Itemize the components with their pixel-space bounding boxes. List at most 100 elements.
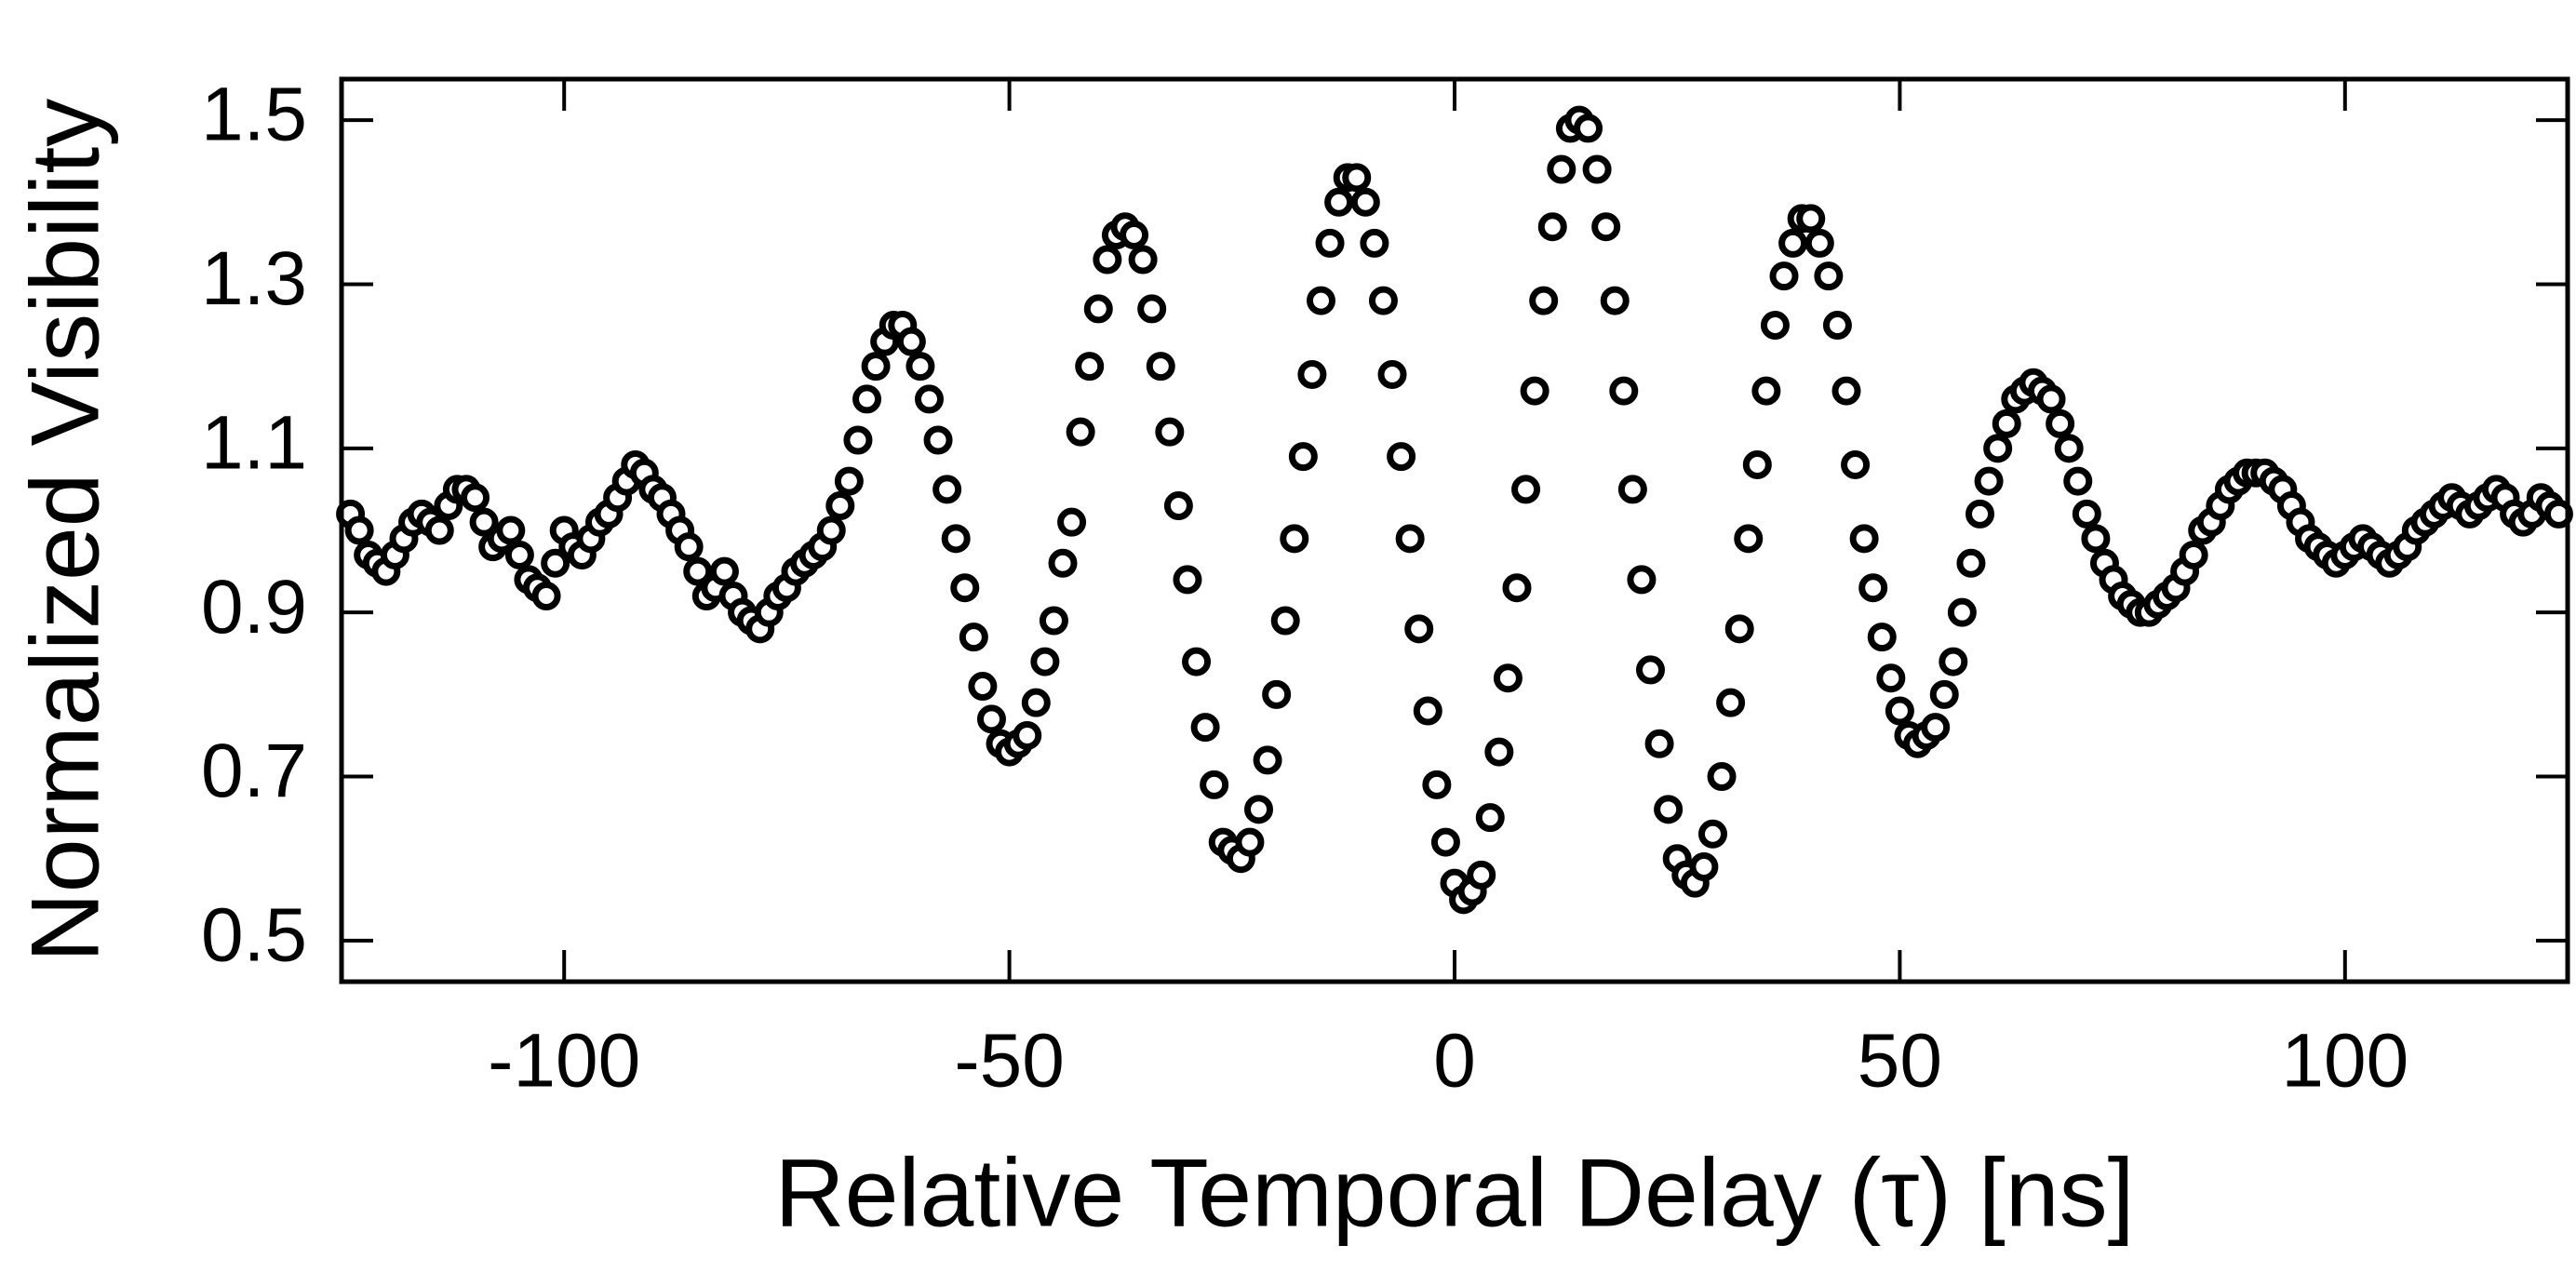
- data-point: [1520, 376, 1550, 406]
- data-point: [1155, 417, 1185, 447]
- data-point: [861, 352, 891, 382]
- y-tick-label: 0.7: [201, 729, 307, 813]
- data-point: [816, 515, 846, 545]
- data-point: [1475, 803, 1505, 833]
- data-point: [1083, 294, 1113, 324]
- data-point: [1805, 228, 1834, 258]
- data-point: [1760, 311, 1790, 341]
- data-point: [1974, 466, 2004, 496]
- data-point: [2046, 408, 2075, 438]
- data-point: [2054, 434, 2084, 463]
- data-point: [1814, 261, 1844, 291]
- data-point: [1137, 294, 1167, 324]
- data-point: [1983, 434, 2013, 463]
- data-point: [1697, 819, 1727, 849]
- data-point: [1707, 762, 1737, 792]
- data-point: [1066, 417, 1095, 447]
- y-tick-label: 1.5: [201, 73, 307, 157]
- data-point: [1947, 597, 1977, 627]
- data-point: [2036, 384, 2066, 414]
- data-point: [1413, 696, 1442, 726]
- data-point: [1395, 524, 1425, 554]
- data-point: [1467, 860, 1496, 890]
- x-tick-label: 50: [1858, 1019, 1942, 1104]
- data-point: [1921, 713, 1951, 743]
- data-point: [541, 548, 570, 578]
- data-point: [1716, 688, 1746, 717]
- data-point: [941, 524, 971, 554]
- data-point: [2072, 499, 2101, 529]
- data-point: [914, 384, 944, 414]
- data-point: [1422, 770, 1452, 799]
- x-axis-title: Relative Temporal Delay (τ) [ns]: [774, 1139, 2134, 1247]
- data-point: [1529, 286, 1559, 315]
- data-point: [932, 475, 962, 504]
- data-point: [674, 532, 704, 562]
- data-point: [1048, 548, 1078, 578]
- data-point: [1350, 187, 1380, 217]
- data-point: [968, 672, 998, 702]
- x-tick-label: -50: [954, 1019, 1065, 1104]
- data-point: [1547, 154, 1576, 184]
- data-point: [1173, 565, 1202, 595]
- data-point: [1689, 852, 1719, 882]
- data-point: [344, 515, 374, 545]
- x-tick-label: 100: [2281, 1019, 2408, 1104]
- data-point: [1182, 647, 1212, 676]
- y-tick-label: 0.9: [201, 565, 307, 649]
- data-point: [1013, 720, 1042, 750]
- y-axis-title: Normalized Visibility: [11, 99, 119, 963]
- data-point: [1306, 286, 1335, 315]
- data-point: [2179, 540, 2208, 569]
- data-point: [424, 515, 454, 545]
- data-point: [469, 507, 499, 537]
- data-point: [1867, 623, 1897, 652]
- data-point: [1493, 663, 1523, 693]
- data-point: [1644, 729, 1674, 758]
- data-point: [1377, 359, 1407, 389]
- y-tick-label: 0.5: [201, 893, 307, 978]
- data-point: [1841, 449, 1871, 479]
- data-point: [1235, 827, 1265, 857]
- data-point: [1885, 696, 1914, 726]
- data-point: [1315, 228, 1345, 258]
- data-point: [1511, 475, 1541, 504]
- data-point: [1769, 261, 1799, 291]
- data-point: [1582, 154, 1612, 184]
- data-point: [461, 483, 490, 513]
- data-point: [1342, 163, 1372, 193]
- data-point: [1627, 565, 1657, 595]
- data-point: [852, 384, 882, 414]
- data-point: [825, 491, 855, 521]
- data-point: [1734, 524, 1764, 554]
- data-point: [1992, 408, 2021, 438]
- data-point: [1966, 499, 1995, 529]
- data-point: [1368, 286, 1398, 315]
- data-point: [1030, 647, 1060, 676]
- data-point: [1858, 573, 1888, 603]
- data-point: [1244, 795, 1274, 824]
- data-point: [1146, 352, 1175, 382]
- data-point: [496, 515, 526, 545]
- data-point: [923, 425, 953, 455]
- data-point: [1057, 507, 1087, 537]
- data-point: [1280, 524, 1309, 554]
- data-point: [1751, 376, 1781, 406]
- plot-frame: [339, 76, 2570, 984]
- data-point: [1297, 359, 1327, 389]
- data-point: [1200, 770, 1229, 799]
- data-point: [1831, 376, 1861, 406]
- data-point: [1075, 352, 1105, 382]
- data-point: [1324, 187, 1354, 217]
- data-point: [1537, 212, 1567, 242]
- data-point: [1742, 449, 1772, 479]
- data-point: [1404, 614, 1434, 644]
- data-point: [1939, 647, 1968, 676]
- data-point: [1430, 827, 1460, 857]
- data-point: [1163, 491, 1193, 521]
- data-point: [1360, 228, 1389, 258]
- data-point: [1849, 524, 1879, 554]
- data-point: [976, 704, 1006, 734]
- data-point: [1387, 442, 1416, 472]
